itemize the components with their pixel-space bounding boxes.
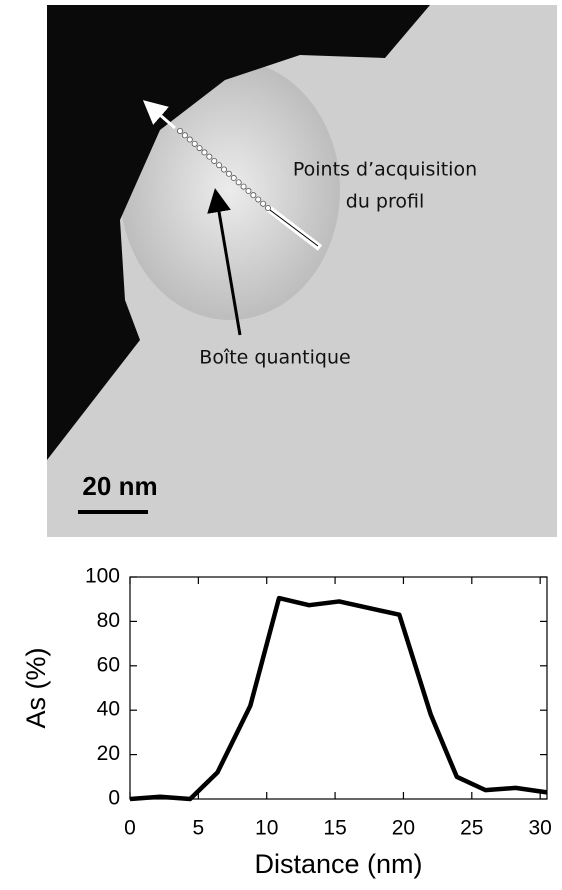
- acquisition-point: [250, 192, 257, 199]
- x-tick-label: 0: [124, 817, 136, 840]
- acquisition-point: [196, 145, 203, 152]
- x-tick-label: 30: [528, 817, 551, 840]
- acquisition-point: [220, 166, 227, 173]
- acquisition-point: [191, 140, 198, 147]
- x-tick-label: 15: [323, 817, 346, 840]
- acquisition-point: [201, 149, 208, 156]
- y-tick-label: 0: [108, 787, 120, 810]
- y-tick-label: 60: [97, 653, 120, 676]
- x-tick-label: 25: [460, 817, 483, 840]
- y-tick-label: 100: [85, 565, 120, 588]
- plot-frame: [129, 576, 548, 800]
- y-tick-label: 80: [97, 609, 120, 632]
- acquisition-points: [176, 127, 271, 211]
- acquisition-point: [206, 153, 213, 160]
- y-tick-label: 20: [97, 742, 120, 765]
- acquisition-point: [235, 179, 242, 186]
- acquisition-point: [181, 132, 188, 139]
- annotation: Points d’acquisition: [293, 159, 477, 181]
- acquisition-point: [230, 175, 237, 182]
- acquisition-point: [211, 157, 218, 164]
- acquisition-point: [240, 183, 247, 190]
- profile-arrow: [142, 100, 176, 130]
- acquisition-point: [264, 204, 271, 211]
- acquisition-point: [245, 187, 252, 194]
- profile-track: [269, 209, 319, 247]
- annotation: du profil: [346, 191, 424, 213]
- data-line: [129, 595, 548, 802]
- acquisition-point: [225, 170, 232, 177]
- acquisition-point: [176, 127, 183, 134]
- pointer-arrow: [207, 188, 242, 336]
- x-tick-label: 5: [193, 817, 205, 840]
- acquisition-point: [186, 136, 193, 143]
- micrograph: Points d’acquisition du profil Boîte qua…: [47, 5, 557, 537]
- acquisition-point: [216, 162, 223, 169]
- x-tick-label: 20: [392, 817, 415, 840]
- x-axis-label: Distance (nm): [254, 849, 422, 879]
- vacuum-region: [47, 5, 430, 460]
- y-axis-label: As (%): [21, 648, 51, 729]
- annotation: Boîte quantique: [199, 347, 350, 369]
- x-tick-label: 10: [255, 817, 278, 840]
- acquisition-point: [260, 200, 267, 207]
- y-tick-label: 40: [97, 698, 120, 721]
- scale-label: 20 nm: [82, 471, 157, 501]
- acquisition-point: [255, 196, 262, 203]
